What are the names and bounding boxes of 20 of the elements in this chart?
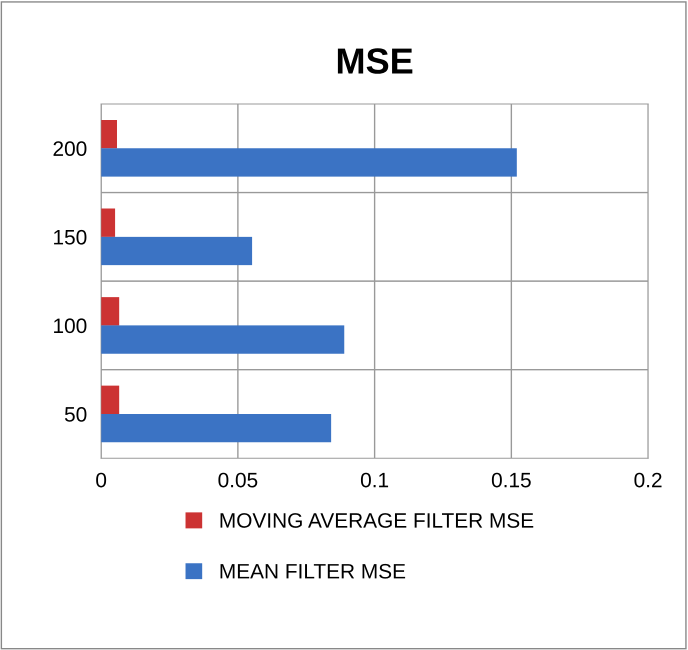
bar [101,386,120,414]
x-tick-label: 0 [96,472,106,488]
x-tick-label: 0.05 [218,472,258,488]
legend-label: MOVING AVERAGE FILTER MSE [220,513,534,528]
y-tick-label: 150 [54,230,86,245]
x-tick-label: 0.2 [634,472,662,488]
bar [101,208,116,237]
x-tick-label: 0.1 [360,472,388,488]
bar [101,325,344,354]
bar [101,236,252,266]
y-tick-label: 200 [54,141,86,156]
chart-title: MSE [338,48,412,74]
bar [101,120,117,148]
legend-label: MEAN FILTER MSE [220,564,406,579]
x-tick-label: 0.15 [492,472,531,488]
bar [101,414,332,442]
bar [101,148,517,177]
y-tick-label: 50 [64,406,86,422]
bar [101,297,120,326]
y-tick-label: 100 [54,318,86,334]
